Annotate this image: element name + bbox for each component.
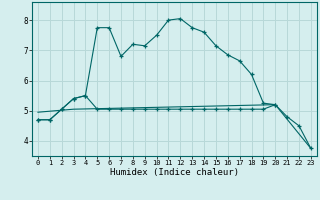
X-axis label: Humidex (Indice chaleur): Humidex (Indice chaleur) bbox=[110, 168, 239, 177]
